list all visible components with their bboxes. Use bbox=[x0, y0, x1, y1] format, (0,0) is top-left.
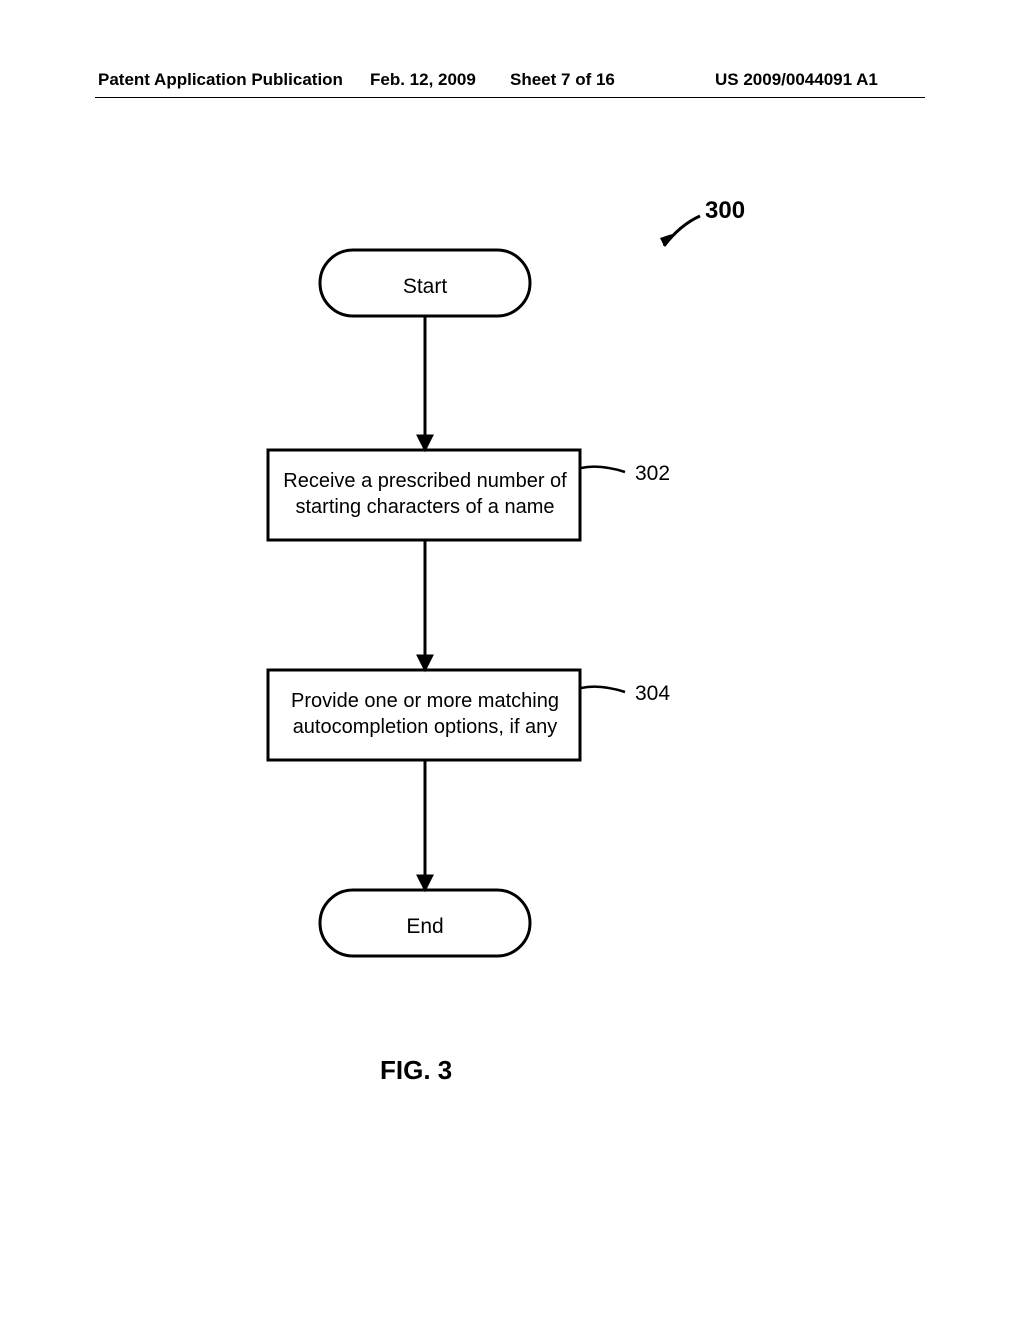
figure-ref-arrow bbox=[660, 216, 700, 246]
node-start: Start bbox=[320, 250, 530, 316]
leader-302 bbox=[581, 467, 625, 472]
node-end: End bbox=[320, 890, 530, 956]
node-304-line2: autocompletion options, if any bbox=[293, 716, 558, 738]
node-304-line1: Provide one or more matching bbox=[291, 690, 559, 712]
node-end-label: End bbox=[406, 915, 443, 938]
ref-302: 302 bbox=[635, 462, 670, 485]
leader-304 bbox=[581, 687, 625, 692]
figure-ref-label: 300 bbox=[705, 197, 745, 224]
figure-caption: FIG. 3 bbox=[380, 1055, 452, 1086]
patent-page: Patent Application Publication Feb. 12, … bbox=[0, 0, 1024, 1320]
node-start-label: Start bbox=[403, 275, 448, 298]
node-302-line1: Receive a prescribed number of bbox=[283, 470, 567, 492]
node-304: Provide one or more matching autocomplet… bbox=[268, 670, 580, 760]
node-302-line2: starting characters of a name bbox=[295, 496, 554, 518]
node-302: Receive a prescribed number of starting … bbox=[268, 450, 580, 540]
ref-304: 304 bbox=[635, 682, 670, 705]
flowchart: 300 Start Receive a prescribed number of… bbox=[0, 0, 1024, 1320]
